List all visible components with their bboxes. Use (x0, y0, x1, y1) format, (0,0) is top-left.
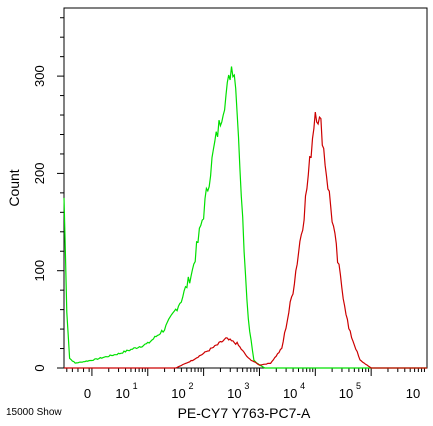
y-tick-label: 300 (32, 65, 47, 87)
y-tick-label: 0 (32, 364, 47, 371)
x-tick-label: 10 (227, 386, 241, 401)
histogram-series-2 (64, 112, 427, 369)
x-tick-exponent: 3 (244, 381, 249, 391)
y-axis-title: Count (6, 169, 22, 206)
x-tick-label: 10 (283, 386, 297, 401)
x-tick-label: 10 (171, 386, 185, 401)
x-axis-title: PE-CY7 Y763-PC7-A (178, 405, 311, 421)
x-tick-label: 10 (339, 386, 353, 401)
histogram-series-1 (63, 66, 427, 369)
x-tick-label: 0 (84, 386, 91, 401)
plot-frame (63, 7, 428, 369)
y-axis: 0 100 200 300 (32, 17, 64, 372)
x-axis: 0 10 1 10 2 10 3 10 4 10 5 10 (66, 368, 425, 401)
y-tick-label: 200 (32, 163, 47, 185)
x-tick-exponent: 4 (300, 381, 305, 391)
series-layer (63, 66, 427, 369)
x-tick-exponent: 1 (133, 381, 138, 391)
x-tick-label: 10 (115, 386, 129, 401)
y-tick-label: 100 (32, 260, 47, 282)
x-tick-label: 10 (406, 386, 420, 401)
footnote-text: 15000 Show (6, 407, 62, 418)
x-tick-exponent: 2 (188, 381, 193, 391)
x-tick-exponent: 5 (356, 381, 361, 391)
